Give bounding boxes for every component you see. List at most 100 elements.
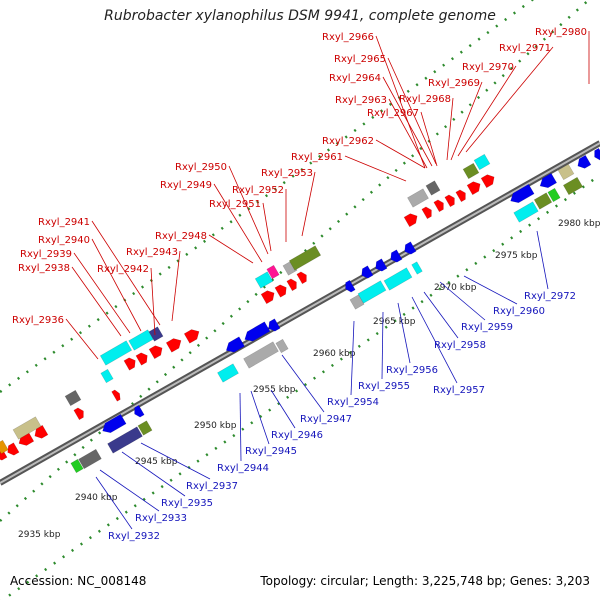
bottom-gene-leader-line	[397, 302, 411, 364]
top-gene-leader-line	[375, 35, 426, 169]
top-gene-leader-line	[457, 65, 517, 157]
bottom-strand-gene	[243, 341, 279, 369]
top-strand-gene	[123, 357, 136, 371]
kbp-tick-label: 2965 kbp	[373, 317, 416, 327]
kbp-tick-label: 2955 kbp	[253, 385, 296, 395]
top-strand-gene	[274, 284, 287, 298]
bottom-gene-leader-line	[381, 311, 384, 380]
bottom-gene-label: Rxyl_2932	[108, 531, 160, 542]
dotted-guide-line	[0, 0, 591, 522]
bottom-strand-gene	[539, 172, 558, 189]
top-strand-gene	[183, 329, 200, 344]
bottom-gene-leader-line	[140, 442, 211, 480]
bottom-gene-leader-line	[281, 354, 325, 413]
top-gene-leader-line	[65, 318, 99, 360]
bottom-strand-gene	[404, 241, 417, 255]
top-gene-label: Rxyl_2963	[335, 95, 387, 106]
top-gene-leader-line	[420, 111, 438, 167]
top-gene-leader-line	[91, 238, 142, 332]
top-gene-leader-line	[208, 234, 254, 264]
top-gene-label: Rxyl_2969	[428, 78, 480, 89]
top-strand-gene	[466, 181, 481, 196]
top-gene-leader-line	[446, 97, 454, 161]
bottom-gene-label: Rxyl_2960	[493, 306, 545, 317]
top-strand-gene	[444, 194, 455, 208]
bottom-gene-label: Rxyl_2945	[245, 446, 297, 457]
top-gene-label: Rxyl_2939	[20, 249, 72, 260]
bottom-gene-label: Rxyl_2946	[271, 430, 323, 441]
kbp-tick-label: 2950 kbp	[194, 421, 237, 431]
top-gene-leader-line	[150, 267, 156, 336]
page-title: Rubrobacter xylanophilus DSM 9941, compl…	[104, 8, 496, 24]
bottom-strand-gene	[70, 458, 84, 474]
top-gene-label: Rxyl_2940	[38, 235, 90, 246]
top-strand-gene	[148, 345, 163, 360]
bottom-gene-leader-line	[239, 392, 242, 462]
top-gene-leader-line	[465, 46, 554, 153]
bottom-strand-gene	[411, 261, 423, 275]
bottom-strand-gene	[533, 192, 553, 210]
bottom-strand-gene	[7, 442, 20, 456]
top-strand-gene	[296, 271, 307, 285]
top-gene-label: Rxyl_2964	[329, 73, 381, 84]
top-gene-leader-line	[71, 266, 122, 337]
bottom-strand-gene	[0, 439, 9, 455]
bottom-gene-label: Rxyl_2935	[161, 498, 213, 509]
bottom-gene-leader-line	[463, 275, 518, 305]
top-strand-gene	[425, 180, 441, 196]
bottom-gene-label: Rxyl_2972	[524, 291, 576, 302]
bottom-gene-leader-line	[350, 320, 355, 396]
top-gene-leader-line	[73, 252, 131, 334]
kbp-tick-label: 2975 kbp	[495, 251, 538, 261]
top-strand-gene	[462, 162, 480, 180]
top-gene-label: Rxyl_2948	[155, 231, 207, 242]
bottom-gene-leader-line	[536, 230, 549, 290]
top-strand-gene	[266, 264, 280, 280]
bottom-strand-gene	[78, 448, 102, 470]
kbp-tick-label: 2935 kbp	[18, 530, 61, 540]
top-strand-gene	[254, 271, 274, 289]
top-gene-label: Rxyl_2971	[499, 43, 551, 54]
bottom-strand-gene	[562, 176, 584, 196]
bottom-gene-label: Rxyl_2957	[433, 385, 485, 396]
bottom-strand-gene	[137, 420, 153, 436]
bottom-gene-leader-line	[99, 469, 160, 512]
bottom-gene-leader-line	[270, 389, 296, 429]
top-strand-gene	[260, 290, 275, 305]
top-strand-gene	[99, 340, 133, 366]
bottom-strand-gene	[134, 404, 145, 418]
kbp-tick-label: 2970 kbp	[434, 283, 477, 293]
top-strand-gene	[473, 153, 491, 171]
top-gene-label: Rxyl_2952	[232, 185, 284, 196]
top-gene-leader-line	[375, 139, 426, 169]
bottom-strand-gene	[513, 201, 539, 223]
top-gene-label: Rxyl_2968	[399, 94, 451, 105]
bottom-strand-gene	[361, 265, 374, 279]
bottom-strand-gene	[102, 413, 127, 434]
bottom-gene-leader-line	[423, 291, 459, 339]
kbp-tick-label: 2980 kbp	[558, 219, 600, 229]
bottom-gene-leader-line	[95, 476, 133, 530]
bottom-gene-label: Rxyl_2947	[300, 414, 352, 425]
top-strand-gene	[288, 245, 322, 271]
bottom-strand-gene	[577, 154, 592, 169]
bottom-strand-gene	[12, 416, 42, 440]
bottom-strand-gene	[510, 183, 535, 204]
bottom-gene-leader-line	[250, 390, 270, 445]
top-strand-gene	[403, 213, 418, 228]
genome-backbone-highlight	[0, 142, 600, 484]
bottom-strand-gene	[275, 338, 289, 354]
top-gene-leader-line	[301, 171, 316, 237]
bottom-strand-gene	[349, 294, 365, 310]
kbp-tick-label: 2945 kbp	[135, 457, 178, 467]
top-strand-gene	[73, 407, 84, 421]
bottom-gene-label: Rxyl_2954	[327, 397, 379, 408]
top-strand-gene	[433, 199, 444, 213]
top-strand-gene	[100, 368, 114, 384]
top-gene-leader-line	[387, 57, 437, 165]
top-gene-leader-line	[91, 220, 161, 326]
bottom-strand-gene	[217, 363, 239, 383]
top-gene-label: Rxyl_2953	[261, 168, 313, 179]
